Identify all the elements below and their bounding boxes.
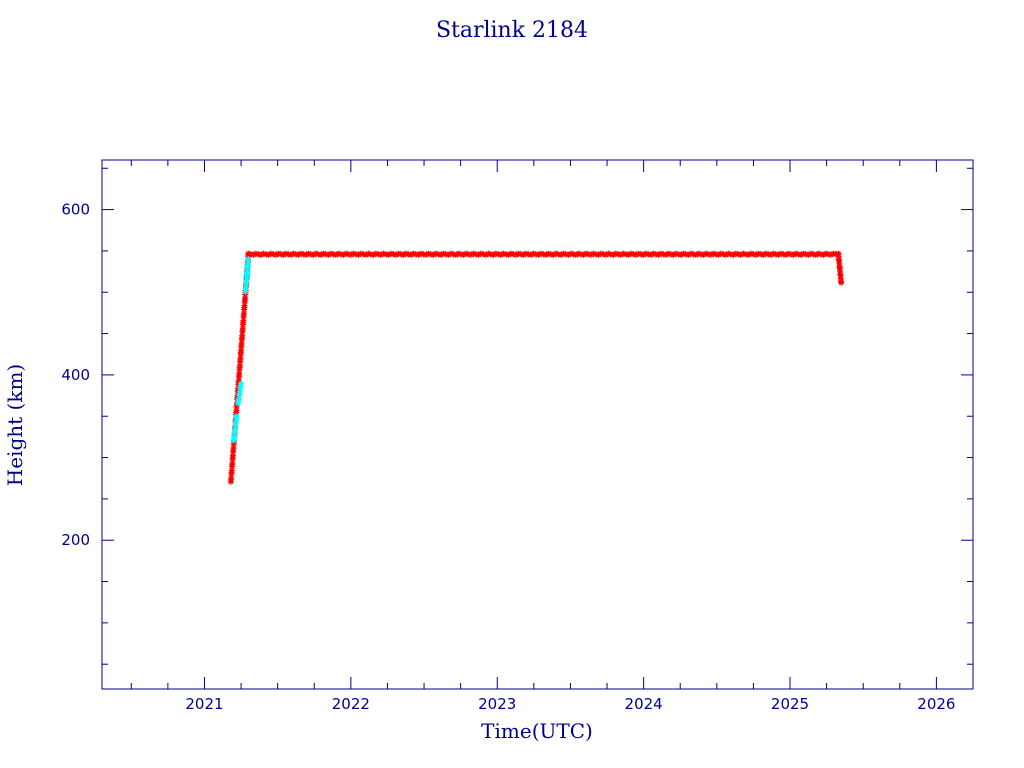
data-point-cyan [238,380,245,387]
data-point-red [670,251,677,258]
data-point-cyan [235,396,242,403]
axis-ticks [102,160,974,689]
axis-tick-labels: 2021 2022 2023 2024 2025 2026 200 400 600 [61,201,955,713]
x-tick-label: 2026 [917,695,955,713]
x-tick-label: 2021 [185,695,223,713]
y-tick-label: 400 [61,366,90,384]
data-point-cyan [233,413,240,420]
plot-frame [101,159,974,690]
x-tick-label: 2025 [771,695,809,713]
data-point-red [805,251,812,258]
x-tick-label: 2023 [478,695,516,713]
y-tick-label: 600 [61,201,90,219]
data-point-cyan [245,256,252,263]
y-tick-label: 200 [61,531,90,549]
data-point-red [838,279,845,286]
x-tick-label: 2022 [332,695,370,713]
data-point-red [355,251,362,258]
x-axis-label: Time(UTC) [481,719,593,743]
y-axis-label: Height (km) [3,364,27,486]
x-tick-label: 2024 [625,695,663,713]
data-points [227,250,845,485]
chart-title: Starlink 2184 [436,18,588,43]
